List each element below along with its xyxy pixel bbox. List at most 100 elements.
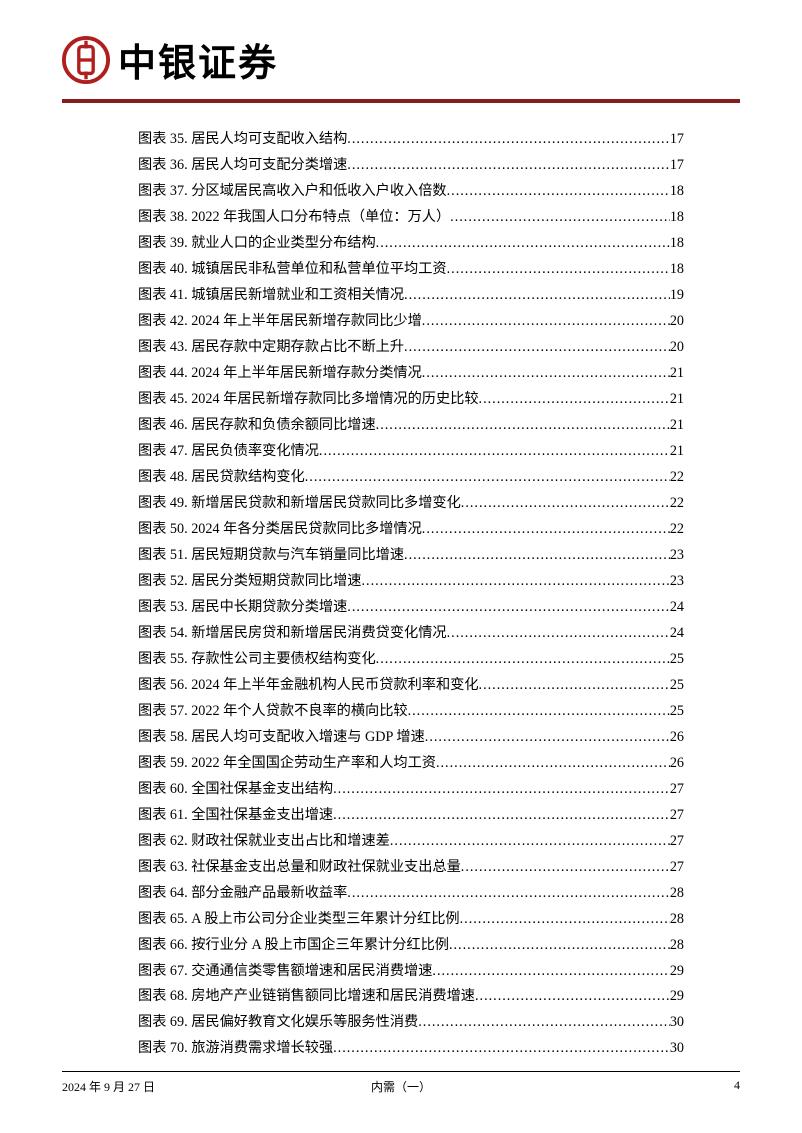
toc-label: 图表 58. 居民人均可支配收入增速与 GDP 增速 bbox=[138, 725, 425, 751]
toc-label: 图表 46. 居民存款和负债余额同比增速 bbox=[138, 413, 376, 439]
footer: 2024 年 9 月 27 日 内需（一） 4 bbox=[62, 1071, 740, 1095]
toc-leader-dots bbox=[436, 751, 670, 777]
toc-page-number: 28 bbox=[670, 933, 684, 959]
toc-label: 图表 50. 2024 年各分类居民贷款同比多增情况 bbox=[138, 517, 422, 543]
toc-leader-dots bbox=[404, 335, 670, 361]
toc-page-number: 17 bbox=[670, 153, 684, 179]
toc-leader-dots bbox=[376, 413, 670, 439]
toc-label: 图表 51. 居民短期贷款与汽车销量同比增速 bbox=[138, 543, 404, 569]
toc-leader-dots bbox=[376, 231, 670, 257]
toc-entry: 图表 53. 居民中长期贷款分类增速24 bbox=[138, 595, 684, 621]
toc-page-number: 23 bbox=[670, 543, 684, 569]
toc-page-number: 22 bbox=[670, 491, 684, 517]
toc-label: 图表 69. 居民偏好教育文化娱乐等服务性消费 bbox=[138, 1010, 418, 1036]
toc-page-number: 23 bbox=[670, 569, 684, 595]
toc-entry: 图表 38. 2022 年我国人口分布特点（单位：万人）18 bbox=[138, 205, 684, 231]
toc-label: 图表 48. 居民贷款结构变化 bbox=[138, 465, 305, 491]
toc-entry: 图表 58. 居民人均可支配收入增速与 GDP 增速 26 bbox=[138, 725, 684, 751]
toc-label: 图表 66. 按行业分 A 股上市国企三年累计分红比例 bbox=[138, 933, 449, 959]
toc-page-number: 29 bbox=[670, 959, 684, 985]
toc-label: 图表 55. 存款性公司主要债权结构变化 bbox=[138, 647, 376, 673]
toc-leader-dots bbox=[333, 777, 670, 803]
toc-entry: 图表 41. 城镇居民新增就业和工资相关情况 19 bbox=[138, 283, 684, 309]
toc-leader-dots bbox=[447, 621, 670, 647]
toc-entry: 图表 37. 分区域居民高收入户和低收入户收入倍数 18 bbox=[138, 179, 684, 205]
toc-leader-dots bbox=[404, 283, 670, 309]
toc-label: 图表 39. 就业人口的企业类型分布结构 bbox=[138, 231, 376, 257]
toc-page-number: 25 bbox=[670, 699, 684, 725]
toc-entry: 图表 65. A 股上市公司分企业类型三年累计分红比例 28 bbox=[138, 907, 684, 933]
toc-label: 图表 49. 新增居民贷款和新增居民贷款同比多增变化 bbox=[138, 491, 461, 517]
toc-page-number: 21 bbox=[670, 387, 684, 413]
toc-leader-dots bbox=[460, 907, 670, 933]
toc-leader-dots bbox=[422, 361, 670, 387]
toc-entry: 图表 50. 2024 年各分类居民贷款同比多增情况 22 bbox=[138, 517, 684, 543]
toc-page-number: 27 bbox=[670, 855, 684, 881]
page-container: 中银证券 图表 35. 居民人均可支配收入结构17图表 36. 居民人均可支配分… bbox=[0, 0, 802, 1133]
toc-label: 图表 43. 居民存款中定期存款占比不断上升 bbox=[138, 335, 404, 361]
toc-leader-dots bbox=[376, 647, 670, 673]
toc-entry: 图表 60. 全国社保基金支出结构27 bbox=[138, 777, 684, 803]
toc-label: 图表 63. 社保基金支出总量和财政社保就业支出总量 bbox=[138, 855, 461, 881]
toc-label: 图表 68. 房地产产业链销售额同比增速和居民消费增速 bbox=[138, 984, 475, 1010]
brand-logo-icon bbox=[62, 36, 110, 84]
toc-label: 图表 67. 交通通信类零售额增速和居民消费增速 bbox=[138, 959, 432, 985]
toc-entry: 图表 52. 居民分类短期贷款同比增速23 bbox=[138, 569, 684, 595]
toc-leader-dots bbox=[422, 309, 670, 335]
toc-entry: 图表 66. 按行业分 A 股上市国企三年累计分红比例 28 bbox=[138, 933, 684, 959]
toc-page-number: 27 bbox=[670, 803, 684, 829]
toc-leader-dots bbox=[461, 491, 670, 517]
toc-leader-dots bbox=[404, 543, 670, 569]
toc-entry: 图表 35. 居民人均可支配收入结构17 bbox=[138, 127, 684, 153]
toc-entry: 图表 57. 2022 年个人贷款不良率的横向比较25 bbox=[138, 699, 684, 725]
toc-page-number: 27 bbox=[670, 777, 684, 803]
toc-label: 图表 38. 2022 年我国人口分布特点（单位：万人） bbox=[138, 205, 450, 231]
toc-page-number: 26 bbox=[670, 751, 684, 777]
toc-entry: 图表 54. 新增居民房贷和新增居民消费贷变化情况24 bbox=[138, 621, 684, 647]
footer-divider bbox=[62, 1071, 740, 1072]
toc-page-number: 21 bbox=[670, 413, 684, 439]
toc-label: 图表 61. 全国社保基金支出增速 bbox=[138, 803, 333, 829]
toc-page-number: 19 bbox=[670, 283, 684, 309]
toc-page-number: 18 bbox=[670, 179, 684, 205]
toc-label: 图表 65. A 股上市公司分企业类型三年累计分红比例 bbox=[138, 907, 460, 933]
toc-entry: 图表 36. 居民人均可支配分类增速17 bbox=[138, 153, 684, 179]
toc-entry: 图表 40. 城镇居民非私营单位和私营单位平均工资18 bbox=[138, 257, 684, 283]
toc-leader-dots bbox=[479, 673, 670, 699]
toc-entry: 图表 44. 2024 年上半年居民新增存款分类情况21 bbox=[138, 361, 684, 387]
toc-label: 图表 37. 分区域居民高收入户和低收入户收入倍数 bbox=[138, 179, 447, 205]
toc-label: 图表 40. 城镇居民非私营单位和私营单位平均工资 bbox=[138, 257, 447, 283]
toc-entry: 图表 47. 居民负债率变化情况21 bbox=[138, 439, 684, 465]
toc-page-number: 22 bbox=[670, 517, 684, 543]
toc-page-number: 26 bbox=[670, 725, 684, 751]
toc-leader-dots bbox=[319, 439, 670, 465]
toc-label: 图表 42. 2024 年上半年居民新增存款同比少增 bbox=[138, 309, 422, 335]
toc-entry: 图表 70. 旅游消费需求增长较强30 bbox=[138, 1036, 684, 1062]
toc-leader-dots bbox=[347, 881, 670, 907]
table-of-contents: 图表 35. 居民人均可支配收入结构17图表 36. 居民人均可支配分类增速17… bbox=[0, 103, 802, 1062]
toc-entry: 图表 67. 交通通信类零售额增速和居民消费增速 29 bbox=[138, 959, 684, 985]
toc-page-number: 30 bbox=[670, 1010, 684, 1036]
toc-page-number: 27 bbox=[670, 829, 684, 855]
toc-leader-dots bbox=[347, 595, 670, 621]
toc-label: 图表 41. 城镇居民新增就业和工资相关情况 bbox=[138, 283, 404, 309]
toc-entry: 图表 39. 就业人口的企业类型分布结构18 bbox=[138, 231, 684, 257]
toc-page-number: 21 bbox=[670, 439, 684, 465]
toc-entry: 图表 43. 居民存款中定期存款占比不断上升20 bbox=[138, 335, 684, 361]
toc-label: 图表 45. 2024 年居民新增存款同比多增情况的历史比较 bbox=[138, 387, 479, 413]
toc-page-number: 28 bbox=[670, 907, 684, 933]
toc-entry: 图表 69. 居民偏好教育文化娱乐等服务性消费 30 bbox=[138, 1010, 684, 1036]
toc-label: 图表 64. 部分金融产品最新收益率 bbox=[138, 881, 347, 907]
toc-leader-dots bbox=[425, 725, 670, 751]
toc-leader-dots bbox=[333, 1036, 670, 1062]
toc-page-number: 25 bbox=[670, 673, 684, 699]
toc-page-number: 22 bbox=[670, 465, 684, 491]
toc-entry: 图表 49. 新增居民贷款和新增居民贷款同比多增变化 22 bbox=[138, 491, 684, 517]
toc-label: 图表 35. 居民人均可支配收入结构 bbox=[138, 127, 347, 153]
toc-entry: 图表 46. 居民存款和负债余额同比增速 21 bbox=[138, 413, 684, 439]
toc-leader-dots bbox=[422, 517, 670, 543]
toc-leader-dots bbox=[449, 933, 670, 959]
brand-name: 中银证券 bbox=[118, 32, 278, 87]
toc-leader-dots bbox=[418, 1010, 670, 1036]
toc-leader-dots bbox=[347, 127, 670, 153]
